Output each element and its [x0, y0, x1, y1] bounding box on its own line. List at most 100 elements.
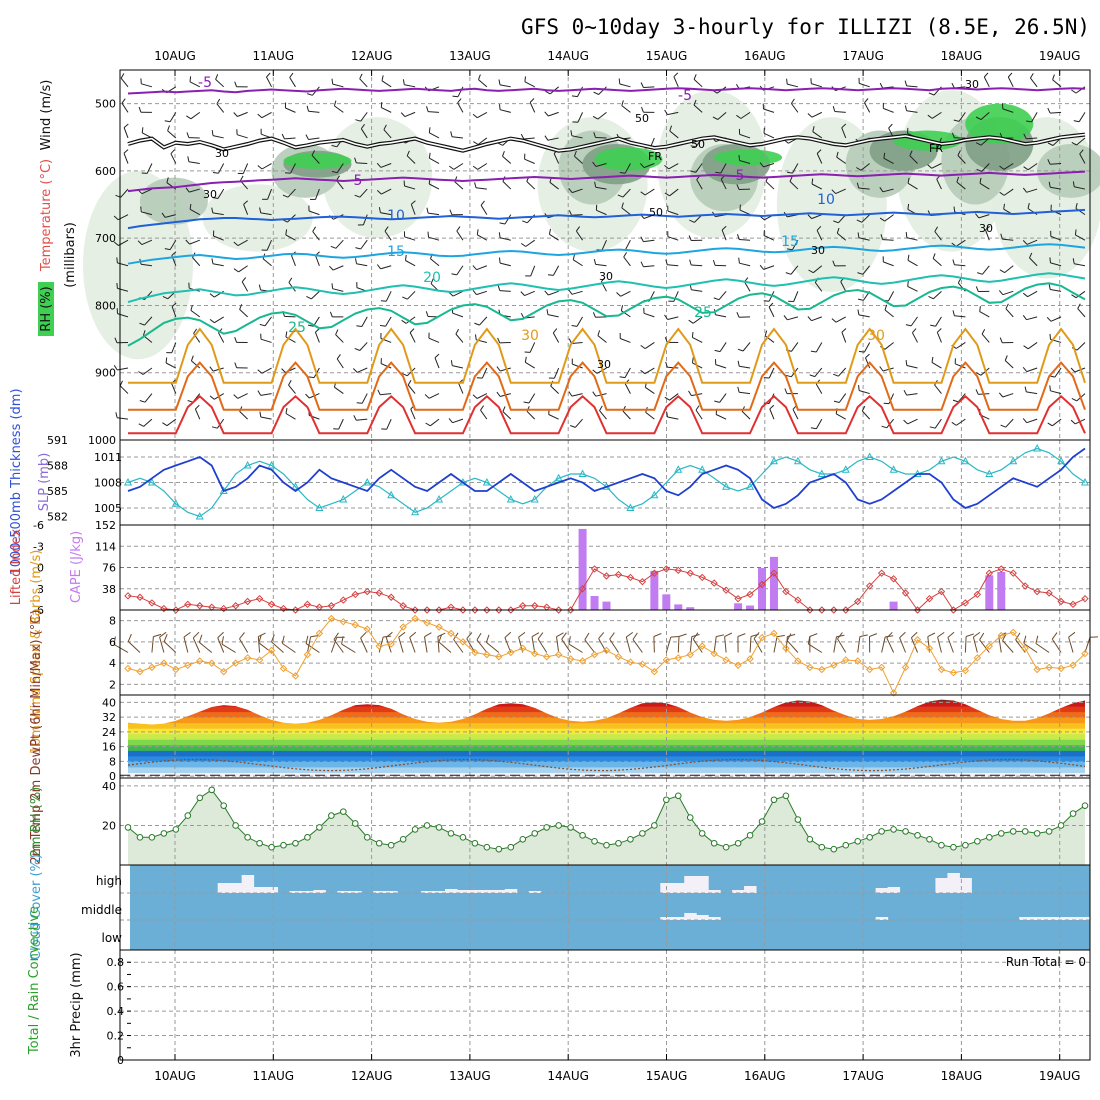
date-label-bottom: 10AUG: [154, 1069, 196, 1083]
wind-barb: [472, 113, 478, 119]
wind10-marker: [770, 629, 778, 638]
rh2m-marker: [651, 822, 658, 829]
wind-barb: [643, 163, 655, 169]
li-marker: [231, 602, 240, 610]
wind-barb: [1078, 112, 1086, 122]
freezing-label: FR: [648, 150, 662, 163]
slp-marker: [363, 477, 372, 486]
wind-barb: [763, 132, 775, 139]
temp-contour-label: 15: [387, 244, 405, 260]
wind-barb: [402, 296, 408, 300]
wind-barb: [457, 102, 464, 113]
wind-barb: [285, 107, 296, 113]
rh2m-marker: [375, 839, 383, 847]
wind10-barb: [217, 637, 225, 653]
wind10-marker: [782, 644, 790, 652]
wind-barb: [720, 163, 727, 174]
wind-barb: [428, 152, 431, 159]
wind-barb: [953, 206, 956, 213]
wind-barb: [548, 290, 559, 296]
wind-barb: [476, 393, 488, 399]
wind-barb: [116, 257, 118, 263]
li-marker: [674, 566, 682, 575]
wind-barb: [832, 106, 836, 112]
wind-barb: [452, 290, 464, 297]
y-tick-label: 32: [102, 711, 116, 724]
wind-barb: [689, 219, 695, 223]
wind10-barb: [556, 636, 560, 653]
wind-barb: [162, 422, 168, 427]
wind-barb: [330, 245, 337, 249]
wind-barb: [359, 342, 368, 351]
wind-barb: [815, 383, 823, 394]
wind-barb: [548, 111, 559, 117]
wind-barb: [307, 93, 313, 96]
wind-barb: [218, 163, 225, 174]
wind10-barb: [453, 632, 459, 640]
wind-barb: [1000, 233, 1003, 240]
wind10-barb: [568, 643, 583, 653]
wind10-barb: [609, 632, 615, 640]
wind-barb: [1050, 262, 1062, 267]
wind-barb: [458, 383, 464, 394]
wind-barb: [1077, 303, 1081, 309]
cloud-high-gap: [456, 890, 470, 893]
wind10-barb: [192, 637, 201, 653]
wind-barb: [975, 213, 980, 219]
wind-barb: [257, 165, 263, 170]
wind-barb: [233, 112, 238, 117]
wind-barb: [1027, 163, 1038, 171]
wind-barb: [211, 207, 214, 214]
wind10-marker: [590, 650, 599, 659]
wind-barb: [380, 163, 392, 168]
y-tick-label: 40: [102, 696, 116, 709]
wind10-marker: [160, 659, 168, 667]
li-marker: [590, 565, 599, 573]
wind-barb: [624, 383, 631, 394]
wind-barb: [768, 302, 774, 308]
wind-barb: [289, 72, 294, 78]
wind-barb: [409, 332, 416, 343]
wind-barb: [692, 336, 703, 343]
wind10-barb: [1068, 636, 1074, 653]
wind-barb: [547, 274, 554, 276]
wind-barb: [951, 82, 955, 89]
wind-barb: [983, 76, 990, 88]
wind-barb: [906, 237, 918, 241]
wind10-marker: [471, 648, 479, 657]
wind-barb: [142, 330, 146, 336]
li-marker: [1057, 597, 1065, 606]
wind-barb: [381, 107, 392, 113]
y-tick-label: 0: [37, 562, 44, 575]
wind-barb: [572, 254, 575, 260]
wind10-marker: [842, 656, 850, 664]
wind-barb: [212, 212, 224, 216]
wind-barb: [113, 365, 118, 371]
wind-barb: [884, 309, 894, 318]
wind-barb: [907, 182, 918, 190]
wind10-marker: [949, 668, 958, 677]
wind-barb: [285, 331, 288, 338]
wind-barb: [211, 130, 214, 136]
wind-barb: [856, 167, 862, 171]
cloud-high-gap: [696, 876, 709, 893]
wind-barb: [599, 405, 603, 411]
wind-barb: [241, 277, 247, 283]
wind-barb: [689, 259, 692, 266]
date-label-top: 11AUG: [253, 49, 295, 63]
cloud-high-gap: [887, 887, 901, 893]
wind-barb: [236, 134, 248, 139]
wind-barb: [690, 170, 696, 173]
cloud-high-gap: [947, 873, 960, 893]
wind-barb: [117, 417, 129, 420]
wind10-barb: [151, 636, 154, 653]
cloud-high-gap: [385, 891, 398, 893]
li-marker: [495, 606, 503, 614]
wind-barb: [1027, 202, 1030, 209]
li-marker: [985, 569, 994, 577]
wind-barb: [264, 316, 272, 327]
wind-barb: [793, 291, 799, 302]
wind-barb: [975, 116, 982, 121]
y-tick-label: 16: [102, 741, 116, 754]
wind-barb: [195, 404, 200, 410]
